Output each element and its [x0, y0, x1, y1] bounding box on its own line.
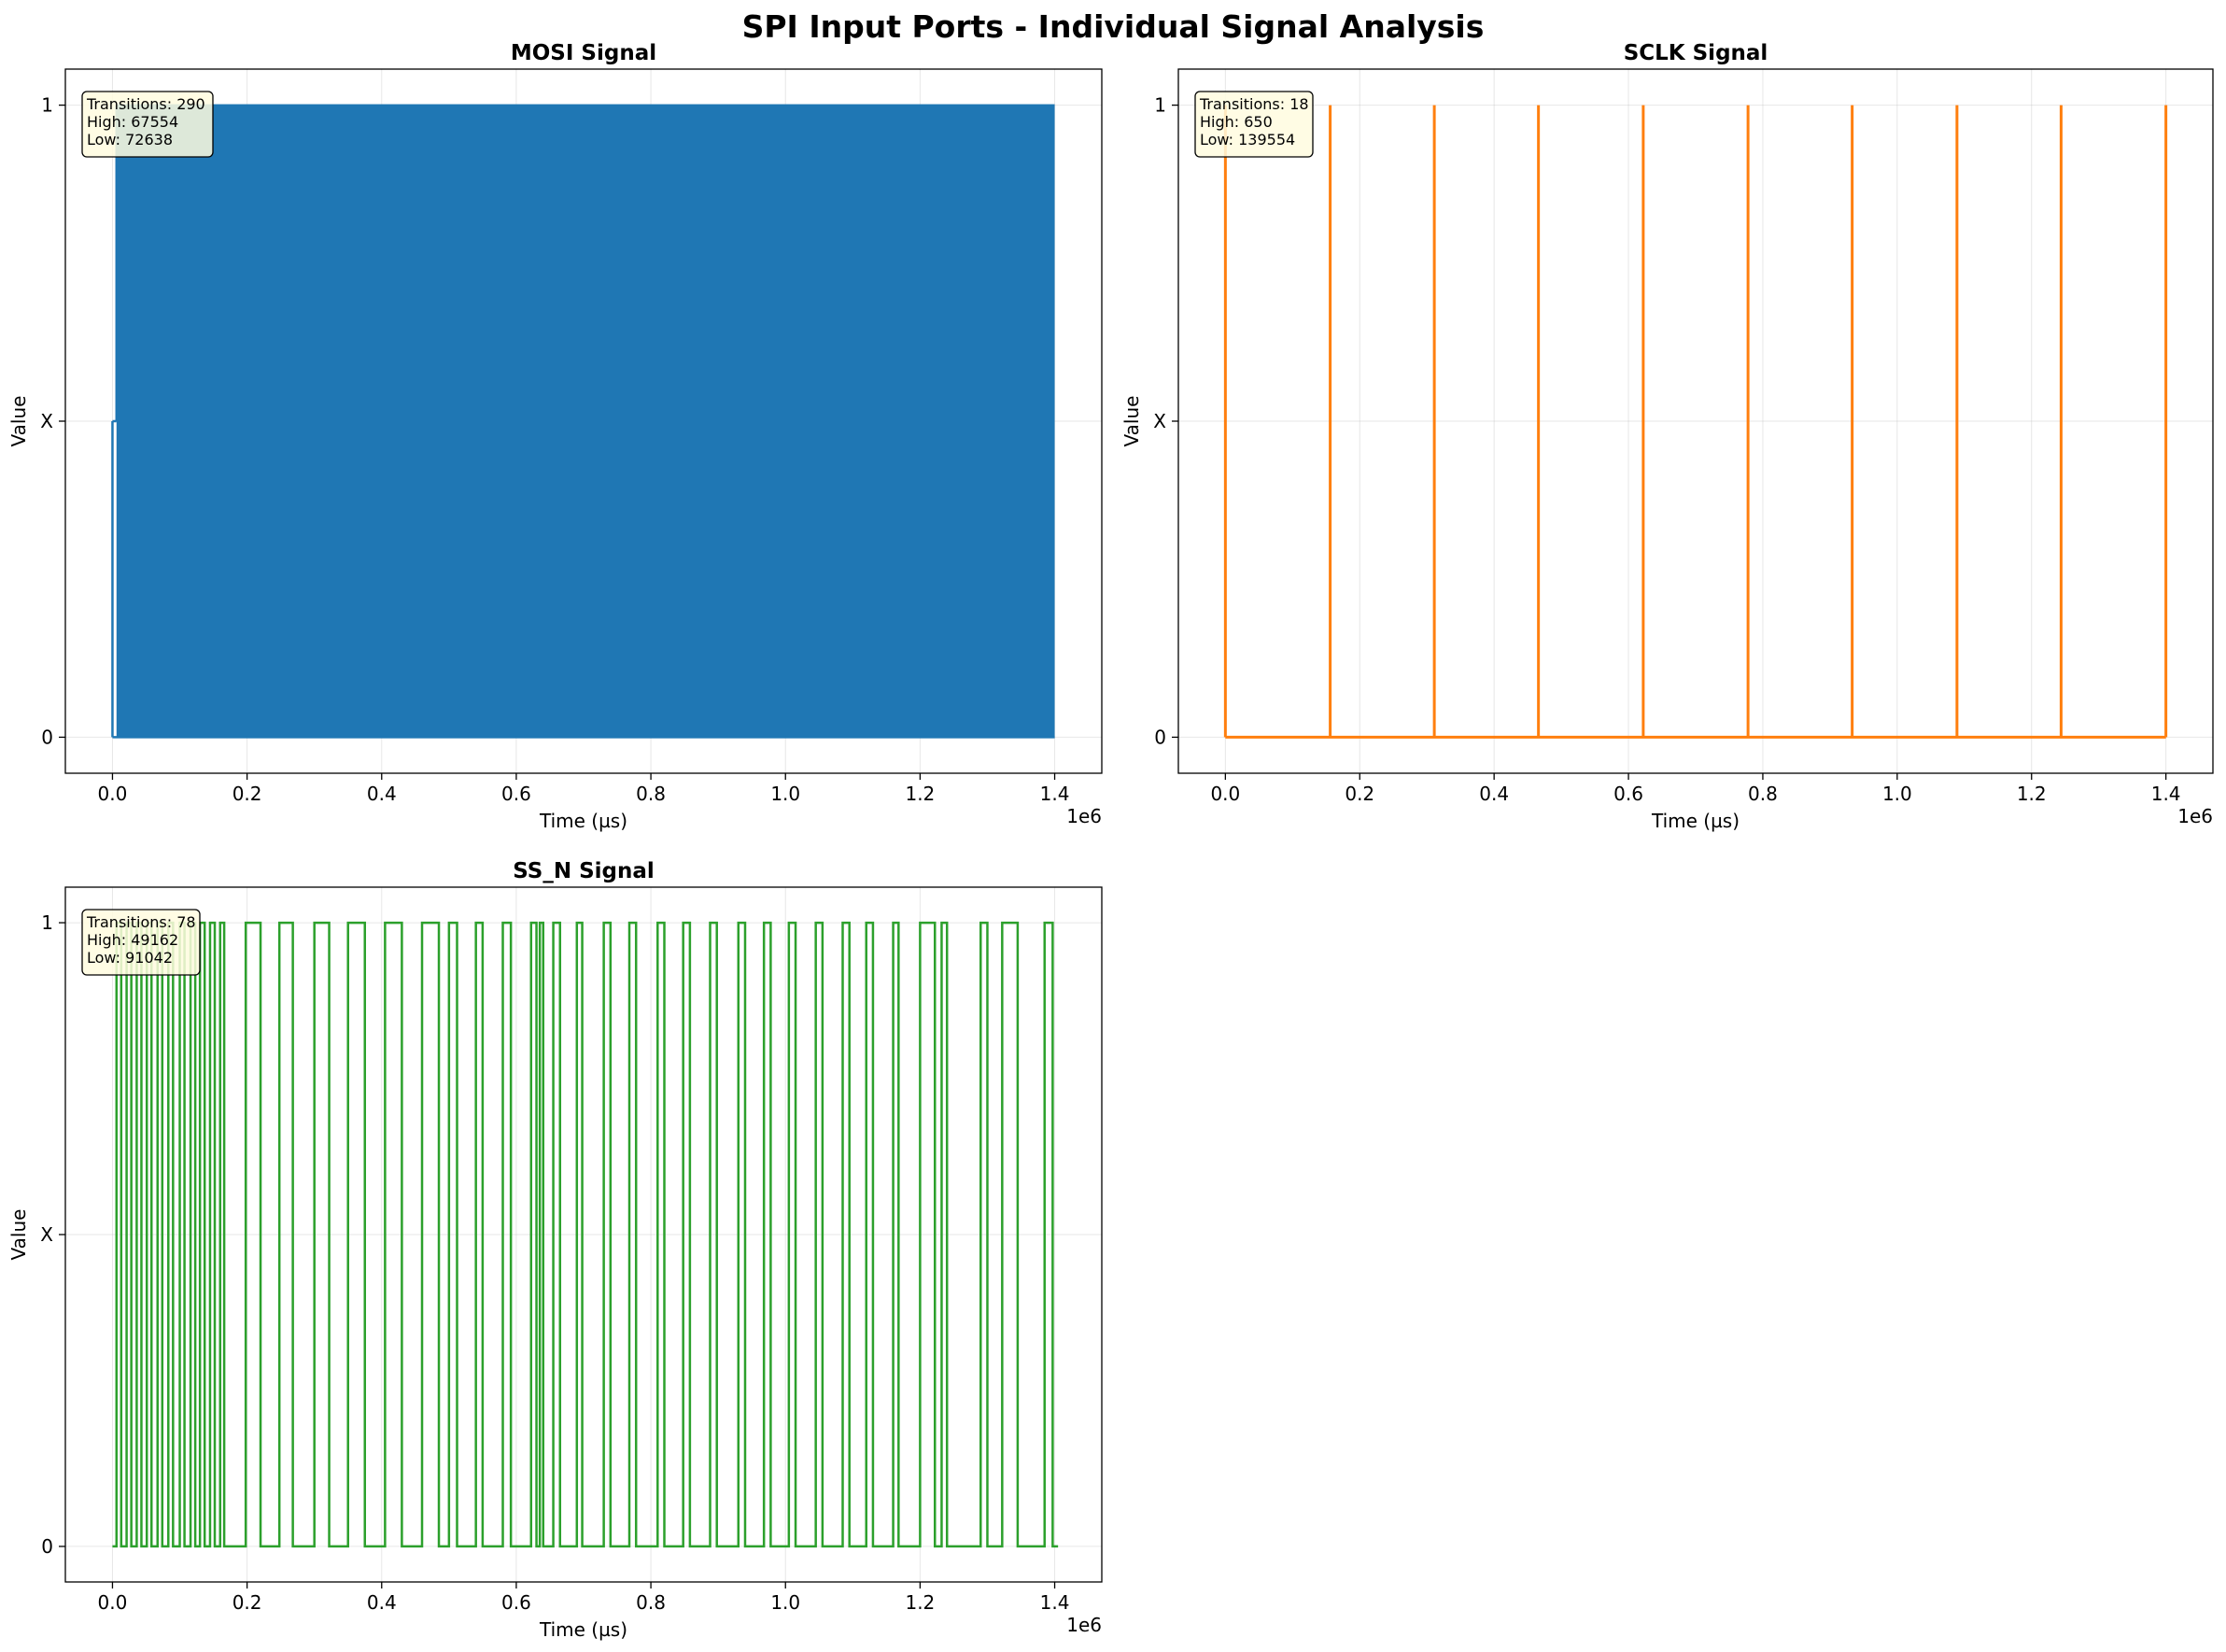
y-tick-label: X [40, 1223, 53, 1246]
x-axis-ticks: 0.0 0.2 0.4 0.6 0.8 1.0 1.2 1.4 [98, 1582, 1070, 1614]
y-tick-label: 1 [41, 94, 53, 117]
x-tick-label: 1.0 [770, 783, 800, 805]
signal-series [111, 104, 1055, 739]
x-tick-label: 0.4 [1479, 783, 1509, 805]
signal-waveform [112, 921, 1059, 1548]
stats-line: High: 67554 [87, 113, 178, 131]
x-tick-label: 1.2 [2017, 783, 2047, 805]
x-offset-label: 1e6 [2177, 805, 2213, 827]
grid-lines [1178, 69, 2213, 773]
y-tick-label: 0 [1154, 726, 1166, 748]
chart-panel-0: 0.0 0.2 0.4 0.6 0.8 1.0 1.2 1.4 0 X 1 1e6 MOSI Signa… [7, 41, 1103, 832]
panels: 0.0 0.2 0.4 0.6 0.8 1.0 1.2 1.4 0 X 1 1e6 MOSI Signa… [7, 41, 2214, 1641]
y-axis-label: Value [7, 396, 30, 447]
x-tick-label: 0.0 [98, 783, 128, 805]
stats-line: Transitions: 18 [1199, 95, 1309, 113]
stats-line: Transitions: 290 [86, 95, 205, 113]
y-tick-label: 1 [41, 911, 53, 934]
y-axis-ticks: 0 X 1 [40, 94, 65, 748]
x-tick-label: 0.6 [501, 783, 531, 805]
x-tick-label: 1.0 [770, 1591, 800, 1614]
x-tick-label: 0.4 [367, 783, 397, 805]
stats-box-frame [81, 91, 214, 158]
x-axis-label: Time (µs) [539, 1618, 627, 1641]
y-tick-label: 0 [41, 1535, 53, 1558]
y-axis-ticks: 0 X 1 [40, 911, 65, 1558]
x-offset-label: 1e6 [1066, 805, 1102, 827]
y-tick-label: 1 [1154, 94, 1166, 117]
x-tick-label: 0.8 [1748, 783, 1778, 805]
stats-box-frame [81, 909, 201, 976]
x-axis-label: Time (µs) [539, 810, 627, 832]
stats-line: Low: 91042 [87, 949, 173, 967]
y-axis-ticks: 0 X 1 [1153, 94, 1178, 748]
stats-line: Transitions: 78 [86, 913, 196, 931]
x-tick-label: 1.2 [905, 783, 935, 805]
x-tick-label: 0.0 [1210, 783, 1240, 805]
chart-panel-1: 0.0 0.2 0.4 0.6 0.8 1.0 1.2 1.4 0 X 1 1e6 SCLK Signa… [1120, 41, 2214, 832]
panel-title: MOSI Signal [511, 41, 656, 65]
x-tick-label: 0.0 [98, 1591, 128, 1614]
x-tick-label: 0.2 [232, 1591, 262, 1614]
x-tick-label: 0.2 [1345, 783, 1374, 805]
figure-title: SPI Input Ports - Individual Signal Anal… [742, 8, 1485, 45]
stats-line: Low: 139554 [1200, 131, 1295, 148]
signal-dense-toggling [116, 104, 1055, 739]
x-tick-label: 0.4 [367, 1591, 397, 1614]
signal-series [112, 921, 1059, 1548]
stats-line: High: 650 [1200, 113, 1273, 131]
x-axis-label: Time (µs) [1651, 810, 1740, 832]
x-tick-label: 1.4 [1040, 783, 1070, 805]
panel-title: SCLK Signal [1624, 41, 1768, 65]
x-tick-label: 1.4 [2151, 783, 2181, 805]
signal-series [1223, 105, 2168, 739]
y-axis-label: Value [1120, 396, 1143, 447]
x-tick-label: 0.6 [501, 1591, 531, 1614]
x-offset-label: 1e6 [1066, 1614, 1102, 1636]
stats-box-frame [1194, 91, 1314, 158]
x-axis-ticks: 0.0 0.2 0.4 0.6 0.8 1.0 1.2 1.4 [1210, 773, 2181, 805]
stats-line: Low: 72638 [87, 131, 173, 148]
x-tick-label: 0.2 [232, 783, 262, 805]
x-tick-label: 1.0 [1882, 783, 1912, 805]
y-tick-label: X [1153, 410, 1166, 432]
y-tick-label: 0 [41, 726, 53, 748]
chart-panel-2: 0.0 0.2 0.4 0.6 0.8 1.0 1.2 1.4 0 X 1 1e6 SS_N Signa… [7, 859, 1103, 1641]
x-tick-label: 0.6 [1613, 783, 1643, 805]
y-tick-label: X [40, 410, 53, 432]
x-tick-label: 1.4 [1040, 1591, 1070, 1614]
x-tick-label: 0.8 [636, 1591, 666, 1614]
x-axis-ticks: 0.0 0.2 0.4 0.6 0.8 1.0 1.2 1.4 [98, 773, 1070, 805]
panel-title: SS_N Signal [513, 859, 655, 883]
x-tick-label: 1.2 [905, 1591, 935, 1614]
stats-line: High: 49162 [87, 931, 178, 949]
x-tick-label: 0.8 [636, 783, 666, 805]
y-axis-label: Value [7, 1209, 30, 1261]
